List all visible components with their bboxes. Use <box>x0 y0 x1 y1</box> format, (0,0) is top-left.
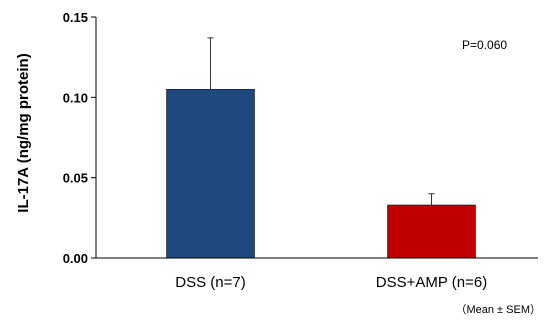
y-axis-ticks: 0.00 0.05 0.10 0.15 <box>63 10 96 266</box>
y-tick-label: 0.05 <box>63 171 88 186</box>
bar <box>166 89 255 259</box>
category-label: DSS (n=7) <box>175 274 245 291</box>
category-labels: DSS (n=7) DSS+AMP (n=6) <box>175 274 487 291</box>
category-label: DSS+AMP (n=6) <box>376 274 487 291</box>
bar <box>387 204 476 259</box>
error-bars <box>207 37 435 205</box>
y-tick-label: 0.00 <box>63 251 88 266</box>
y-tick-label: 0.10 <box>63 90 88 105</box>
bars <box>166 89 476 259</box>
y-axis-label: IL-17A (ng/mg protein) <box>15 53 32 212</box>
y-tick-label: 0.15 <box>63 10 88 25</box>
mean-sem-footnote: （Mean ± SEM） <box>455 303 541 316</box>
p-value-annotation: P=0.060 <box>462 38 507 52</box>
